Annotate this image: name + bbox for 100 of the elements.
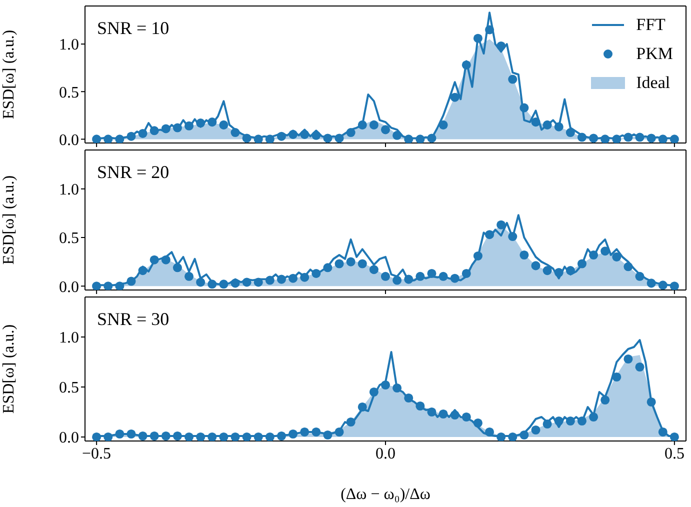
point	[208, 118, 217, 127]
point	[172, 263, 182, 272]
annotation: SNR = 30	[97, 309, 170, 330]
y-tick-label: 0.5	[59, 84, 79, 102]
point	[104, 432, 113, 441]
point	[346, 128, 356, 138]
point	[312, 427, 321, 437]
point	[542, 266, 552, 276]
point	[380, 272, 390, 281]
point	[196, 432, 206, 441]
point	[126, 132, 136, 141]
point	[300, 427, 310, 437]
point	[624, 132, 633, 142]
point	[485, 427, 494, 437]
point	[508, 74, 518, 84]
point	[265, 276, 274, 285]
point	[658, 427, 668, 437]
point	[473, 418, 482, 428]
point	[276, 274, 286, 284]
legend-label: PKM	[636, 44, 673, 64]
point	[589, 412, 598, 422]
point	[646, 397, 656, 407]
point	[276, 132, 286, 141]
point	[219, 280, 228, 289]
point	[427, 134, 436, 143]
point	[542, 120, 552, 130]
point	[646, 134, 656, 143]
point	[126, 429, 136, 439]
y-tick-label: 1.0	[59, 36, 79, 54]
point	[208, 432, 217, 441]
point	[369, 120, 378, 130]
point	[104, 134, 113, 143]
y-axis-title: ESD[ω] (a.u.)	[0, 175, 18, 265]
point	[670, 432, 679, 441]
point	[554, 122, 564, 132]
point	[392, 383, 402, 393]
x-axis-title: (Δω − ω₀)/Δω	[340, 486, 430, 503]
point	[138, 266, 148, 276]
point	[196, 278, 206, 287]
point	[577, 132, 586, 142]
point	[115, 429, 124, 439]
point	[265, 134, 274, 143]
point	[126, 276, 136, 286]
point	[635, 132, 644, 142]
point	[404, 393, 414, 403]
point	[392, 276, 402, 285]
point	[473, 34, 482, 43]
point	[184, 432, 194, 441]
point	[392, 130, 402, 140]
point	[150, 255, 159, 264]
point	[150, 126, 159, 136]
point	[612, 252, 622, 262]
point	[577, 259, 586, 268]
x-tick-label: −0.5	[82, 445, 112, 462]
point	[346, 417, 356, 427]
point	[161, 124, 170, 134]
point	[438, 120, 448, 130]
y-axis-title: ESD[ω] (a.u.)	[0, 324, 18, 414]
point	[427, 407, 436, 417]
point	[496, 41, 506, 50]
point	[612, 134, 622, 143]
point	[542, 419, 552, 429]
point	[265, 432, 274, 441]
point	[230, 432, 240, 441]
point	[358, 402, 367, 412]
point	[438, 272, 448, 281]
point	[600, 246, 610, 256]
point	[219, 432, 228, 441]
point	[172, 431, 182, 441]
point	[242, 134, 252, 143]
point	[184, 272, 194, 281]
point	[254, 134, 263, 143]
point	[624, 354, 633, 364]
point	[427, 268, 436, 278]
point	[334, 134, 344, 143]
point	[300, 272, 310, 282]
point	[219, 120, 228, 130]
point	[242, 278, 252, 287]
y-tick-label: 1.0	[59, 182, 79, 199]
point	[531, 425, 540, 435]
point	[104, 282, 113, 290]
point	[485, 230, 494, 240]
point	[658, 280, 668, 290]
point	[334, 427, 344, 437]
point	[450, 410, 460, 420]
point	[288, 130, 298, 139]
point	[438, 409, 448, 419]
point	[485, 25, 494, 34]
point	[150, 431, 159, 441]
point	[462, 268, 471, 278]
point	[369, 387, 378, 397]
point	[635, 362, 644, 372]
point	[254, 432, 263, 441]
point	[288, 274, 298, 283]
point	[416, 401, 425, 411]
point	[115, 282, 124, 290]
point	[196, 118, 206, 128]
point	[450, 274, 460, 283]
y-tick-label: 0.5	[59, 230, 79, 248]
point	[380, 380, 390, 390]
